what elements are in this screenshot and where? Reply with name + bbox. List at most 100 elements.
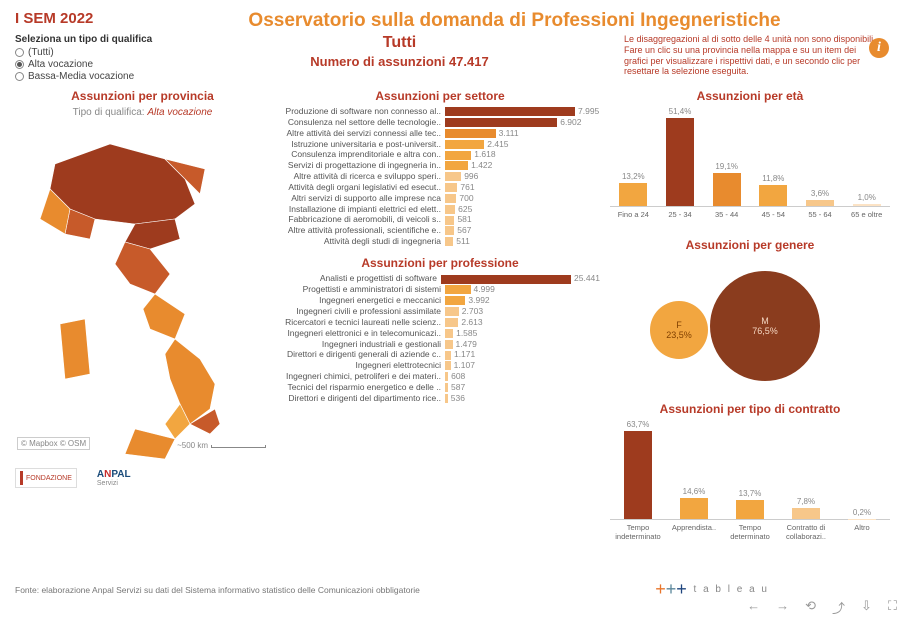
- vbar[interactable]: [619, 183, 647, 206]
- vbar[interactable]: [736, 500, 764, 519]
- bar[interactable]: [445, 226, 454, 235]
- bar-row[interactable]: Ingegneri energetici e meccanici3.992: [280, 296, 600, 305]
- filter-option[interactable]: Bassa-Media vocazione: [15, 71, 175, 82]
- gender-m-circle[interactable]: M 76,5%: [710, 271, 820, 381]
- bar[interactable]: [445, 340, 453, 349]
- bar[interactable]: [445, 151, 471, 160]
- vbar[interactable]: [680, 498, 708, 519]
- vbar-col[interactable]: 13,2%: [610, 107, 657, 206]
- download-icon[interactable]: ⇩: [861, 598, 872, 617]
- contract-chart[interactable]: 63,7%14,6%13,7%7,8%0,2%: [610, 420, 890, 520]
- bar-row[interactable]: Altre attività dei servizi connessi alle…: [280, 129, 600, 138]
- bar-row[interactable]: Ingegneri industriali e gestionali1.479: [280, 340, 600, 349]
- bar[interactable]: [445, 161, 468, 170]
- vbar-col[interactable]: 63,7%: [610, 420, 666, 519]
- vbar-col[interactable]: 1,0%: [843, 107, 890, 206]
- bar-row[interactable]: Progettisti e amministratori di sistemi4…: [280, 285, 600, 294]
- bar[interactable]: [445, 372, 448, 381]
- bar-row[interactable]: Fabbricazione di aeromobili, di veicoli …: [280, 215, 600, 224]
- bar-row[interactable]: Altri servizi di supporto alle imprese n…: [280, 194, 600, 203]
- bar-row[interactable]: Direttori e dirigenti generali di aziend…: [280, 350, 600, 359]
- vbar-col[interactable]: 13,7%: [722, 420, 778, 519]
- vbar-col[interactable]: 7,8%: [778, 420, 834, 519]
- vbar[interactable]: [666, 118, 694, 206]
- vbar[interactable]: [624, 431, 652, 519]
- bar[interactable]: [445, 118, 557, 127]
- bar[interactable]: [445, 183, 457, 192]
- age-chart[interactable]: 13,2%51,4%19,1%11,8%3,6%1,0%: [610, 107, 890, 207]
- bar[interactable]: [445, 172, 461, 181]
- vbar-col[interactable]: 0,2%: [834, 420, 890, 519]
- vbar[interactable]: [806, 200, 834, 206]
- bar[interactable]: [445, 237, 453, 246]
- bar-row[interactable]: Tecnici del risparmio energetico e delle…: [280, 383, 600, 392]
- bar-row[interactable]: Produzione di software non connesso al..…: [280, 107, 600, 116]
- vbar-col[interactable]: 11,8%: [750, 107, 797, 206]
- sector-chart[interactable]: Produzione di software non connesso al..…: [280, 107, 600, 246]
- bar-label: Istruzione universitaria e post-universi…: [280, 140, 445, 149]
- bar-row[interactable]: Consulenza nel settore delle tecnologie.…: [280, 118, 600, 127]
- vbar[interactable]: [713, 173, 741, 206]
- vbar[interactable]: [759, 185, 787, 206]
- bar-label: Altre attività dei servizi connessi alle…: [280, 129, 445, 138]
- radio-icon[interactable]: [15, 60, 24, 69]
- bar-row[interactable]: Consulenza imprenditoriale e altra con..…: [280, 150, 600, 159]
- bar-label: Direttori e dirigenti del dipartimento r…: [280, 394, 445, 403]
- filter-option[interactable]: Alta vocazione: [15, 59, 175, 70]
- bar-row[interactable]: Altre attività di ricerca e sviluppo spe…: [280, 172, 600, 181]
- bar-row[interactable]: Direttori e dirigenti del dipartimento r…: [280, 394, 600, 403]
- bar-row[interactable]: Istruzione universitaria e post-universi…: [280, 140, 600, 149]
- bar[interactable]: [445, 394, 448, 403]
- bar[interactable]: [445, 107, 575, 116]
- map-subtitle: Tipo di qualifica: Alta vocazione: [15, 107, 270, 118]
- bar[interactable]: [445, 140, 484, 149]
- bar-row[interactable]: Ingegneri elettronici e in telecomunicaz…: [280, 329, 600, 338]
- vbar-col[interactable]: 14,6%: [666, 420, 722, 519]
- bar-row[interactable]: Ingegneri civili e professioni assimilat…: [280, 307, 600, 316]
- fullscreen-icon[interactable]: ⛶: [888, 598, 897, 617]
- vbar-col[interactable]: 19,1%: [703, 107, 750, 206]
- bar[interactable]: [445, 194, 456, 203]
- gender-f-circle[interactable]: F 23,5%: [650, 301, 708, 359]
- bar-row[interactable]: Attività degli organi legislativi ed ese…: [280, 183, 600, 192]
- bar-row[interactable]: Installazione di impianti elettrici ed e…: [280, 205, 600, 214]
- bar-row[interactable]: Ingegneri chimici, petroliferi e dei mat…: [280, 372, 600, 381]
- bar[interactable]: [445, 216, 454, 225]
- bar-row[interactable]: Servizi di progettazione di ingegneria i…: [280, 161, 600, 170]
- vbar[interactable]: [792, 508, 820, 519]
- bar[interactable]: [445, 351, 451, 360]
- share-icon[interactable]: ⤴: [832, 598, 845, 617]
- bar[interactable]: [445, 361, 451, 370]
- bar-row[interactable]: Attività degli studi di ingegneria511: [280, 237, 600, 246]
- bar[interactable]: [441, 275, 571, 284]
- vbar[interactable]: [853, 204, 881, 206]
- next-icon[interactable]: →: [776, 598, 789, 617]
- radio-icon[interactable]: [15, 48, 24, 57]
- bar[interactable]: [445, 329, 453, 338]
- profession-chart[interactable]: Analisti e progettisti di software25.441…: [280, 274, 600, 403]
- info-icon[interactable]: i: [869, 38, 889, 58]
- bar[interactable]: [445, 129, 496, 138]
- bar[interactable]: [445, 285, 471, 294]
- revert-icon[interactable]: ⟲: [805, 598, 816, 617]
- vbar-col[interactable]: 3,6%: [797, 107, 844, 206]
- radio-icon[interactable]: [15, 72, 24, 81]
- bar-row[interactable]: Ingegneri elettrotecnici1.107: [280, 361, 600, 370]
- bar[interactable]: [445, 205, 455, 214]
- bar[interactable]: [445, 307, 459, 316]
- tableau-toolbar: ← → ⟲ ⤴ ⇩ ⛶: [747, 598, 897, 617]
- map-attribution[interactable]: © Mapbox © OSM: [17, 437, 90, 450]
- bar-row[interactable]: Ricercatori e tecnici laureati nelle sci…: [280, 318, 600, 327]
- bar[interactable]: [445, 296, 465, 305]
- bar-row[interactable]: Analisti e progettisti di software25.441: [280, 274, 600, 283]
- bar[interactable]: [445, 383, 448, 392]
- vbar-col[interactable]: 51,4%: [657, 107, 704, 206]
- prev-icon[interactable]: ←: [747, 598, 760, 617]
- italy-map[interactable]: © Mapbox © OSM ~500 km: [15, 124, 270, 464]
- gender-chart[interactable]: M 76,5% F 23,5%: [610, 256, 890, 396]
- qualification-filter: Seleziona un tipo di qualifica (Tutti)Al…: [15, 34, 175, 83]
- bar[interactable]: [445, 318, 458, 327]
- bar-label: Altre attività di ricerca e sviluppo spe…: [280, 172, 445, 181]
- filter-option[interactable]: (Tutti): [15, 47, 175, 58]
- bar-row[interactable]: Altre attività professionali, scientific…: [280, 226, 600, 235]
